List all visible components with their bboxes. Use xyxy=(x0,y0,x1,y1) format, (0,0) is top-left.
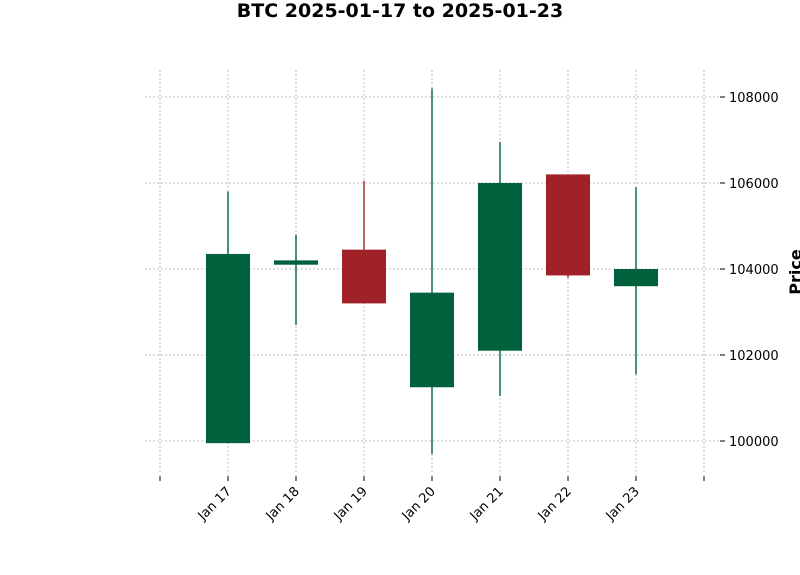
candle-body xyxy=(206,253,250,444)
candle-body xyxy=(478,183,522,351)
y-tick-label: 102000 xyxy=(729,349,779,364)
candles xyxy=(206,88,658,454)
y-axis-label: Price xyxy=(786,249,800,295)
candle-body xyxy=(342,249,386,304)
x-axis: Jan 17 Jan 18 Jan 19 Jan 20 Jan 21 Jan 22 Jan … xyxy=(159,476,705,524)
candle-body xyxy=(546,174,590,276)
chart-title: BTC 2025-01-17 to 2025-01-23 xyxy=(237,0,563,22)
x-tick-label: Jan 21 xyxy=(467,484,507,524)
y-tick-label: 106000 xyxy=(729,177,779,192)
x-tick-label: Jan 22 xyxy=(535,484,575,524)
candle-body xyxy=(410,292,454,388)
candle-body xyxy=(614,269,658,287)
y-tick-label: 108000 xyxy=(729,91,779,106)
y-axis: 100000 102000 104000 106000 108000 xyxy=(720,91,779,450)
x-tick-label: Jan 19 xyxy=(331,484,371,524)
x-tick-label: Jan 18 xyxy=(263,484,303,524)
y-tick-label: 104000 xyxy=(729,263,779,278)
x-tick-label: Jan 17 xyxy=(195,484,235,524)
x-tick-label: Jan 23 xyxy=(603,484,643,524)
candle-body xyxy=(274,260,318,265)
y-tick-label: 100000 xyxy=(729,435,779,450)
x-tick-label: Jan 20 xyxy=(399,484,439,524)
